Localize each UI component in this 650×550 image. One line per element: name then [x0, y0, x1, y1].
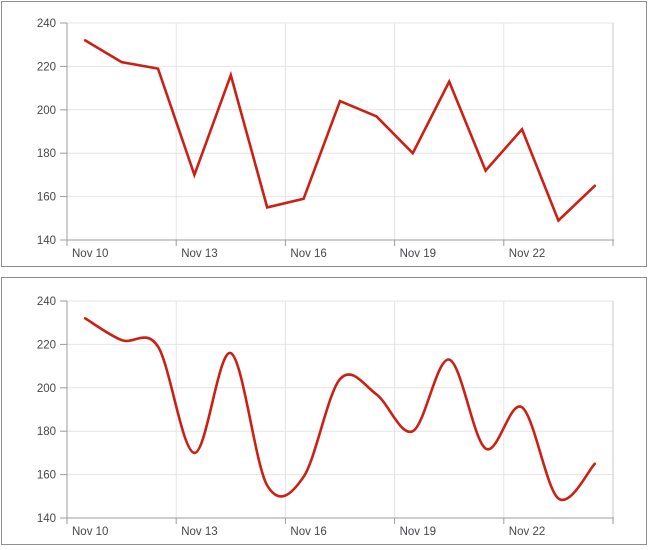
y-tick-label: 160: [37, 192, 56, 204]
y-tick-label: 200: [37, 383, 56, 395]
y-tick-label: 220: [37, 339, 56, 351]
linear-series-line: [83, 39, 597, 223]
y-tick-label: 180: [37, 148, 56, 160]
y-tick-label: 180: [37, 426, 56, 438]
x-tick-label: Nov 10: [72, 526, 108, 538]
linear-line-chart: 140 160 180 200 220 240 Nov 10 Nov 13 Nov 16 Nov …: [37, 18, 614, 260]
x-tick-label: Nov 16: [290, 526, 326, 538]
chart-panel-linear: 140 160 180 200 220 240 Nov 10 Nov 13 Nov 16 Nov …: [1, 1, 647, 267]
x-tick-label: Nov 19: [400, 248, 436, 260]
y-tick-label: 220: [37, 61, 56, 73]
x-tick-label: Nov 16: [290, 248, 326, 260]
y-tick-label: 160: [37, 470, 56, 482]
x-tick-label: Nov 22: [509, 526, 545, 538]
chart-panel-spline: 140 160 180 200 220 240 Nov 10 Nov 13 Nov 16 Nov …: [1, 277, 647, 545]
x-tick-label: Nov 22: [509, 248, 545, 260]
x-tick-label: Nov 13: [181, 526, 217, 538]
y-tick-label: 240: [37, 18, 56, 30]
x-tick-label: Nov 19: [400, 526, 436, 538]
y-tick-label: 200: [37, 105, 56, 117]
spline-line-chart: 140 160 180 200 220 240 Nov 10 Nov 13 Nov 16 Nov …: [37, 296, 614, 538]
x-tick-label: Nov 10: [72, 248, 108, 260]
x-tick-label: Nov 13: [181, 248, 217, 260]
y-tick-label: 140: [37, 513, 56, 525]
spline-series-line: [83, 317, 597, 502]
y-tick-label: 140: [37, 235, 56, 247]
y-tick-label: 240: [37, 296, 56, 308]
